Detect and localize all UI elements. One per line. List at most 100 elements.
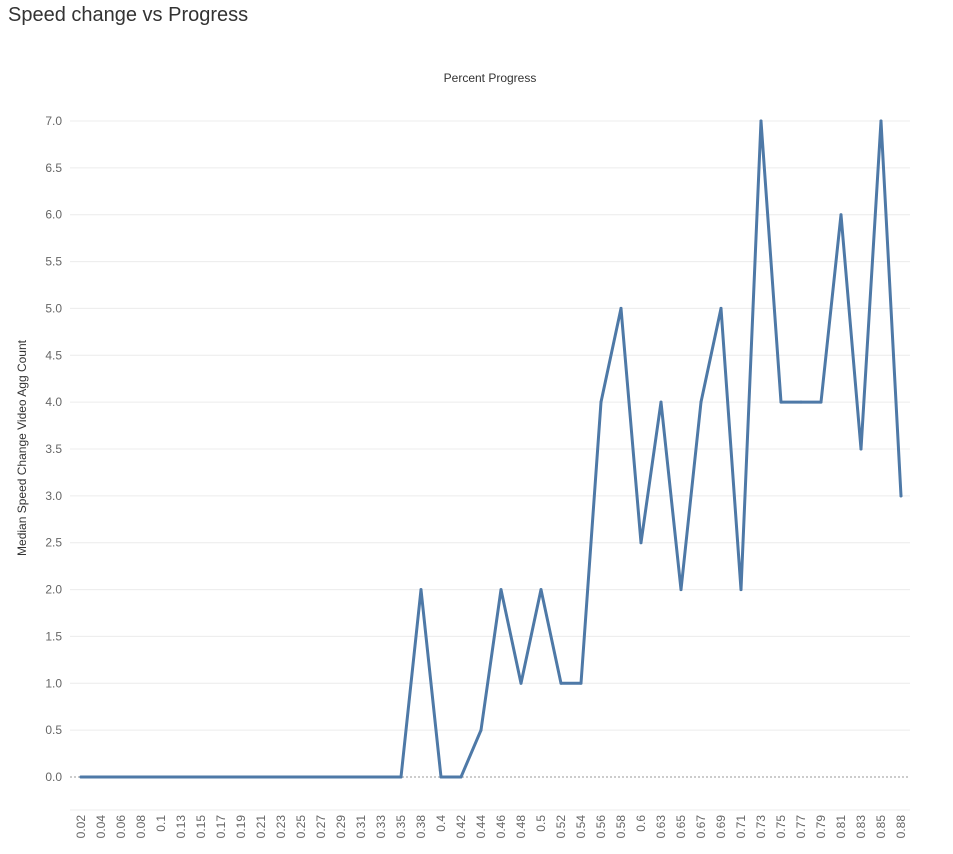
y-tick-label: 3.5: [45, 442, 62, 456]
x-tick-label: 0.25: [294, 815, 308, 839]
data-point: [219, 775, 223, 779]
x-tick-label: 0.77: [794, 815, 808, 839]
data-point: [639, 541, 643, 545]
x-tick-label: 0.15: [194, 815, 208, 839]
y-tick-label: 1.5: [45, 629, 62, 643]
data-point: [539, 588, 543, 592]
data-point: [159, 775, 163, 779]
x-tick-label: 0.33: [374, 815, 388, 839]
y-tick-label: 6.0: [45, 208, 62, 222]
gridlines: [70, 120, 910, 811]
data-point: [559, 681, 563, 685]
y-axis-ticks: 0.0 0.5 1.0 1.5 2.0 2.5 3.0 3.5 4.0 4.5 5.0 5.5 6.0 6…: [45, 114, 62, 784]
x-tick-label: 0.71: [734, 815, 748, 839]
x-tick-label: 0.79: [814, 815, 828, 839]
data-point: [319, 775, 323, 779]
x-tick-label: 0.38: [414, 815, 428, 839]
x-tick-label: 0.17: [214, 815, 228, 839]
data-point: [719, 306, 723, 310]
data-point: [419, 588, 423, 592]
data-point: [339, 775, 343, 779]
data-point: [679, 588, 683, 592]
data-point: [779, 400, 783, 404]
x-tick-label: 0.58: [614, 815, 628, 839]
y-tick-label: 0.5: [45, 723, 62, 737]
y-axis-title: Median Speed Change Video Agg Count: [15, 339, 29, 556]
x-tick-label: 0.27: [314, 815, 328, 839]
x-tick-label: 0.69: [714, 815, 728, 839]
y-tick-label: 4.0: [45, 395, 62, 409]
x-tick-label: 0.1: [154, 815, 168, 832]
x-tick-label: 0.04: [94, 815, 108, 839]
y-tick-label: 5.5: [45, 255, 62, 269]
x-tick-label: 0.06: [114, 815, 128, 839]
data-point: [799, 400, 803, 404]
data-point: [299, 775, 303, 779]
data-point: [99, 775, 103, 779]
data-point: [439, 775, 443, 779]
x-tick-label: 0.56: [594, 815, 608, 839]
x-tick-label: 0.35: [394, 815, 408, 839]
y-tick-label: 2.5: [45, 536, 62, 550]
data-point: [379, 775, 383, 779]
data-point: [139, 775, 143, 779]
x-tick-label: 0.54: [574, 815, 588, 839]
data-point: [79, 775, 83, 779]
x-tick-label: 0.13: [174, 815, 188, 839]
data-point: [839, 213, 843, 217]
x-tick-label: 0.23: [274, 815, 288, 839]
y-tick-label: 3.0: [45, 489, 62, 503]
data-point: [279, 775, 283, 779]
data-point: [619, 306, 623, 310]
x-tick-label: 0.48: [514, 815, 528, 839]
data-point: [459, 775, 463, 779]
x-tick-label: 0.42: [454, 815, 468, 839]
x-tick-label: 0.6: [634, 815, 648, 832]
y-tick-label: 0.0: [45, 770, 62, 784]
data-point: [519, 681, 523, 685]
data-point: [199, 775, 203, 779]
x-tick-label: 0.85: [874, 815, 888, 839]
x-tick-label: 0.08: [134, 815, 148, 839]
data-point: [119, 775, 123, 779]
data-point: [759, 119, 763, 123]
data-point: [499, 588, 503, 592]
data-point: [579, 681, 583, 685]
page-title: Speed change vs Progress: [8, 4, 249, 26]
x-tick-label: 0.21: [254, 815, 268, 839]
data-point: [859, 447, 863, 451]
x-tick-label: 0.5: [534, 815, 548, 832]
x-tick-label: 0.19: [234, 815, 248, 839]
y-tick-label: 6.5: [45, 161, 62, 175]
y-tick-label: 4.5: [45, 348, 62, 362]
x-tick-label: 0.02: [74, 815, 88, 839]
x-tick-label: 0.65: [674, 815, 688, 839]
x-tick-label: 0.63: [654, 815, 668, 839]
x-tick-label: 0.44: [474, 815, 488, 839]
data-point: [819, 400, 823, 404]
series-line-group: [79, 119, 903, 779]
data-point: [599, 400, 603, 404]
y-tick-label: 7.0: [45, 114, 62, 128]
y-tick-label: 2.0: [45, 583, 62, 597]
y-tick-label: 1.0: [45, 676, 62, 690]
data-point: [659, 400, 663, 404]
x-tick-label: 0.29: [334, 815, 348, 839]
data-point: [479, 728, 483, 732]
x-tick-label: 0.81: [834, 815, 848, 839]
x-tick-label: 0.75: [774, 815, 788, 839]
x-tick-label: 0.31: [354, 815, 368, 839]
x-axis-title: Percent Progress: [444, 71, 537, 85]
series-line: [79, 119, 903, 779]
data-point: [879, 119, 883, 123]
x-tick-label: 0.67: [694, 815, 708, 839]
x-tick-label: 0.52: [554, 815, 568, 839]
x-tick-label: 0.88: [894, 815, 908, 839]
x-tick-label: 0.73: [754, 815, 768, 839]
x-tick-label: 0.46: [494, 815, 508, 839]
x-tick-label: 0.83: [854, 815, 868, 839]
data-point: [699, 400, 703, 404]
y-tick-label: 5.0: [45, 301, 62, 315]
data-point: [359, 775, 363, 779]
